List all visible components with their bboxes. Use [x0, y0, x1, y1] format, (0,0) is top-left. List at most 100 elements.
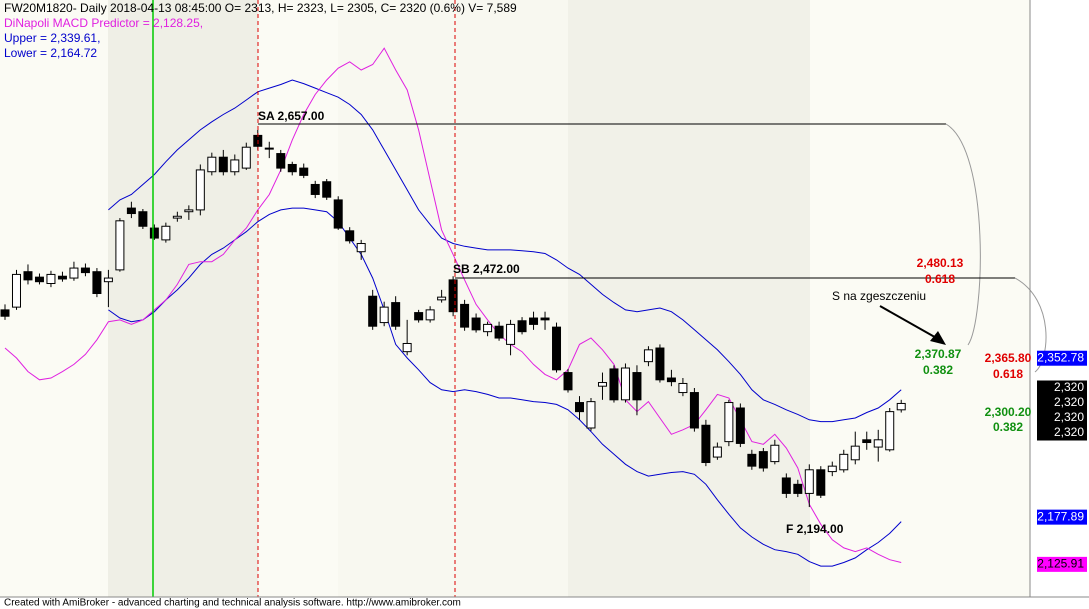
header-lower: Lower = 2,164.72	[4, 46, 97, 60]
price-label-box	[1037, 395, 1087, 411]
candle-body	[207, 156, 217, 173]
price-label-box	[1037, 380, 1087, 396]
candle-body	[391, 302, 401, 327]
header-quote: FW20M1820- Daily 2018-04-13 08:45:00 O= …	[4, 1, 517, 15]
candle-body	[896, 402, 906, 411]
candle-body	[850, 445, 860, 461]
candle-body	[264, 147, 274, 150]
candle-body	[103, 277, 113, 283]
indicator-line	[108, 79, 902, 423]
candle-body	[712, 446, 722, 458]
candle-body	[299, 167, 309, 176]
candle-body	[11, 273, 21, 308]
fib-price: 2,365.80	[985, 351, 1032, 365]
candle-body	[735, 407, 745, 444]
annotation: SB 2,472.00	[453, 262, 520, 276]
candle-body	[0, 309, 10, 317]
candle-body	[483, 323, 493, 333]
candle-body	[666, 377, 676, 383]
candle-body	[586, 401, 596, 429]
annotation: F 2,194.00	[786, 522, 844, 536]
candle-body	[276, 153, 286, 169]
price-label: 2,320	[1054, 425, 1084, 439]
candle-body	[230, 159, 240, 173]
candle-body	[287, 163, 297, 173]
footer: Created with AmiBroker - advanced charti…	[4, 598, 461, 609]
candle-body	[862, 439, 872, 444]
candle-body	[184, 209, 194, 213]
candle-body	[540, 317, 550, 321]
candle-body	[80, 267, 90, 274]
candle-body	[471, 317, 481, 331]
candle-body	[425, 309, 435, 321]
candle-body	[747, 453, 757, 467]
candle-body	[609, 368, 619, 401]
shade-band	[108, 0, 258, 597]
candle-body	[368, 295, 378, 327]
candle-body	[620, 367, 630, 401]
price-label: 2,320	[1054, 395, 1084, 409]
fib-price: 2,300.20	[985, 405, 1032, 419]
note: S na zgeszczeniu	[832, 289, 926, 303]
candle-body	[195, 169, 205, 211]
candle-body	[563, 372, 573, 391]
candle-body	[46, 273, 56, 285]
fib-ratio: 0.618	[925, 272, 955, 286]
candle-body	[575, 402, 584, 413]
candle-body	[138, 211, 148, 227]
candle-body	[506, 323, 516, 345]
price-label-box	[1037, 425, 1087, 441]
fib-ratio: 0.382	[923, 363, 953, 377]
candle-body	[379, 306, 389, 324]
price-label: 2,125.91	[1037, 557, 1084, 571]
price-label: 2,320	[1054, 380, 1084, 394]
candle-body	[23, 271, 33, 281]
candle-body	[655, 347, 665, 381]
candle-body	[172, 215, 182, 219]
candle-body	[356, 243, 366, 253]
candle-body	[494, 325, 504, 339]
candle-body	[724, 402, 734, 443]
candle-body	[115, 220, 125, 271]
indicator-line	[108, 207, 902, 567]
candle-body	[34, 276, 44, 283]
candle-body	[448, 279, 458, 313]
candle-body	[92, 271, 102, 295]
arrow-head	[930, 331, 946, 345]
header-predictor: DiNapoli MACD Predictor = 2,128.25,	[4, 16, 203, 30]
fib-ratio: 0.618	[993, 367, 1023, 381]
price-label-box	[1037, 509, 1087, 525]
candle-body	[517, 320, 527, 333]
candle-body	[414, 312, 424, 321]
price-label-box	[1037, 350, 1087, 366]
candle-body	[402, 342, 412, 353]
price-label: 2,352.78	[1037, 350, 1084, 364]
candle-body	[322, 181, 332, 198]
candle-body	[597, 382, 607, 387]
candle-body	[816, 469, 826, 496]
candle-body	[241, 146, 251, 169]
candle-body	[873, 439, 883, 448]
candle-body	[804, 469, 814, 494]
candle-body	[161, 225, 171, 241]
candle-body	[643, 349, 653, 363]
fib-arc	[1014, 277, 1047, 373]
candle-body	[333, 199, 343, 229]
candle-body	[310, 183, 320, 195]
candle-body	[437, 296, 447, 301]
shade-band	[568, 0, 810, 597]
price-label-box	[1037, 556, 1087, 572]
price-label: 2,320	[1054, 410, 1084, 424]
fib-price: 2,480.13	[917, 256, 964, 270]
candle-body	[632, 372, 642, 401]
candle-body	[758, 451, 768, 469]
price-label: 2,177.89	[1037, 509, 1084, 523]
candle-body	[460, 303, 470, 328]
header-upper: Upper = 2,339.61,	[4, 31, 100, 45]
candle-body	[552, 326, 562, 371]
fib-price: 2,370.87	[915, 347, 962, 361]
candle-body	[218, 156, 228, 173]
candle-body	[689, 392, 699, 429]
candle-body	[839, 453, 849, 471]
